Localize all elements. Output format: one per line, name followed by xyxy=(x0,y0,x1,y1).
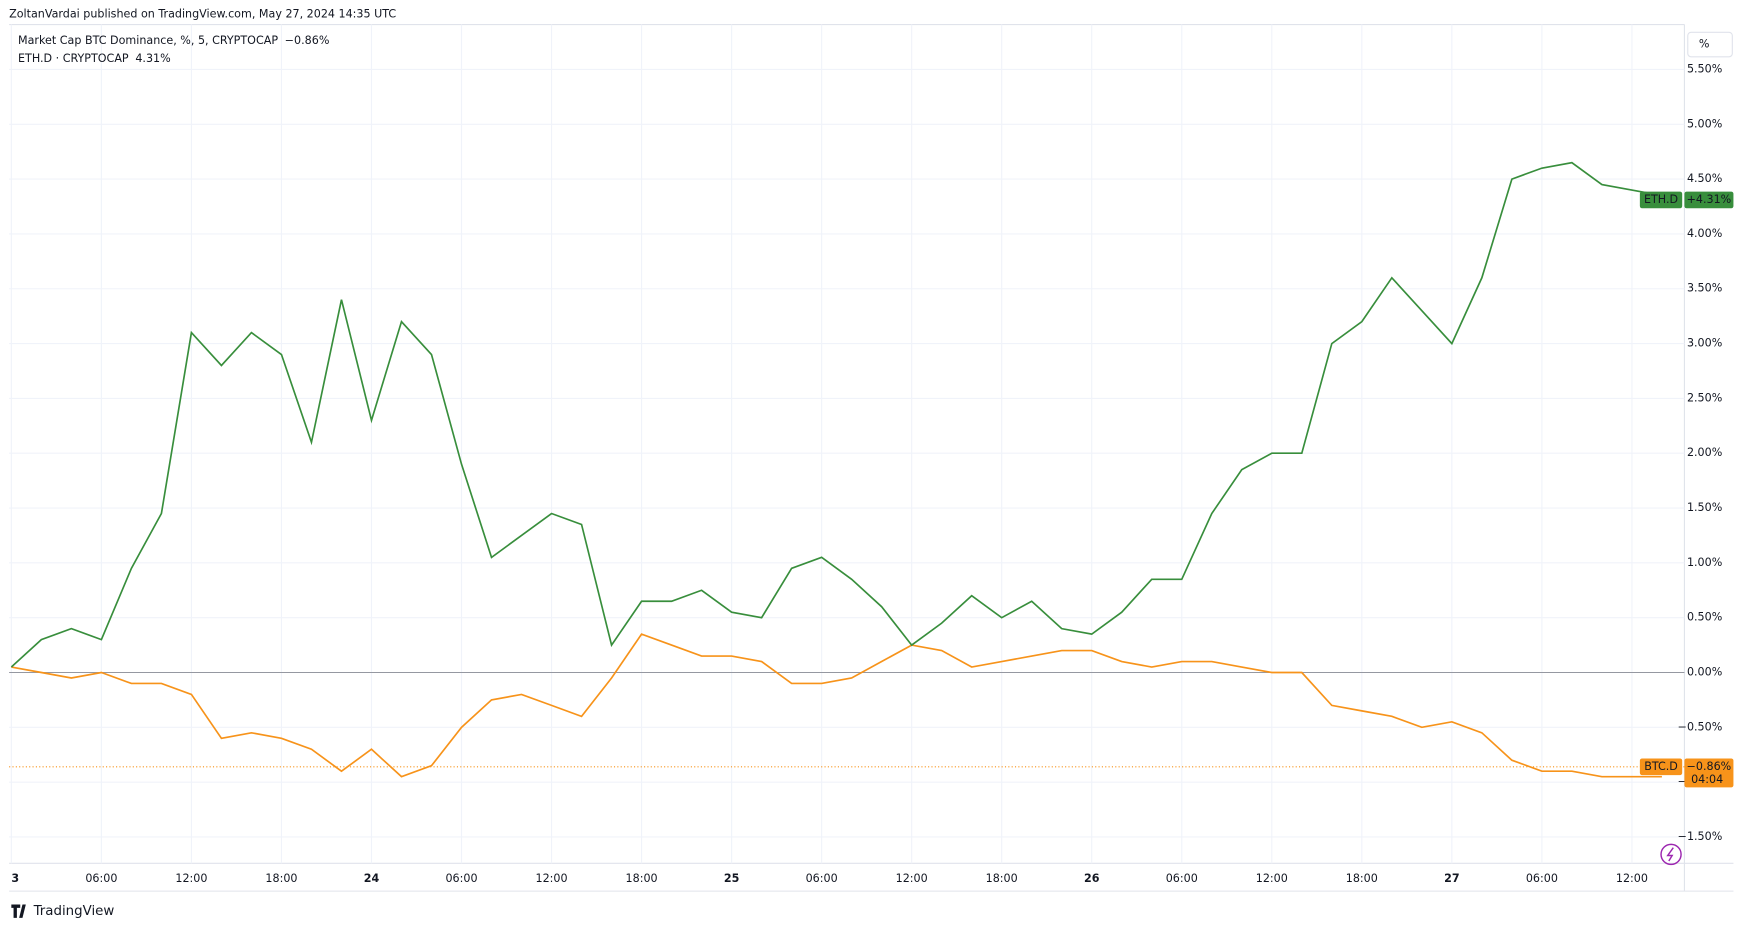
price-tag-name-text: ETH.D xyxy=(1644,193,1678,206)
x-tick-label: 18:00 xyxy=(1346,872,1378,885)
series-line xyxy=(10,161,1663,668)
series-line xyxy=(11,633,1662,778)
header: ZoltanVardai published on TradingView.co… xyxy=(9,7,396,20)
y-tick-label: 1.50% xyxy=(1687,501,1722,514)
price-tag-text: +4.31% xyxy=(1687,193,1732,206)
footer: TradingView xyxy=(33,904,115,919)
x-tick-label: 06:00 xyxy=(806,872,838,885)
legend-name: ETH.D · CRYPTOCAP xyxy=(18,52,129,65)
price-tag-name xyxy=(1639,191,1683,209)
x-tick-label: 24 xyxy=(364,872,380,885)
legend-value: 4.31% xyxy=(135,52,170,65)
legend-value: −0.86% xyxy=(285,34,330,47)
price-tag xyxy=(1684,191,1734,209)
y-tick-label: 3.50% xyxy=(1687,282,1722,295)
scale-button-label[interactable]: % xyxy=(1699,38,1710,51)
price-tag-text: −0.86% xyxy=(1687,760,1732,773)
price-tag xyxy=(1684,758,1734,788)
x-tick-label: 27 xyxy=(1444,872,1459,885)
price-tag-countdown: 04:04 xyxy=(1691,773,1723,786)
y-tick-label: 5.00% xyxy=(1687,117,1722,130)
price-tag-name-text: BTC.D xyxy=(1644,760,1678,773)
x-tick-label: 12:00 xyxy=(1256,872,1288,885)
x-tick-label: 12:00 xyxy=(536,872,568,885)
y-tick-label: 5.50% xyxy=(1687,62,1722,75)
y-tick-label: 4.00% xyxy=(1687,227,1722,240)
x-tick-label: 12:00 xyxy=(896,872,928,885)
y-tick-label: 3.00% xyxy=(1687,337,1722,350)
x-tick-label: 25 xyxy=(724,872,739,885)
y-tick-label: 0.50% xyxy=(1687,611,1722,624)
x-tick-label: 18:00 xyxy=(986,872,1018,885)
x-tick-label: 06:00 xyxy=(445,872,477,885)
y-tick-label: −0.50% xyxy=(1678,720,1723,733)
legend-name: Market Cap BTC Dominance, %, 5, CRYPTOCA… xyxy=(18,34,278,47)
x-tick-label: 12:00 xyxy=(175,872,207,885)
x-tick-label: 18:00 xyxy=(626,872,658,885)
x-tick-label: 06:00 xyxy=(85,872,117,885)
plot: 3 06:00 12:00 18:00 24 06:00 12:00 18:00 25 06:00… xyxy=(9,24,1734,885)
y-tick-label: 1.00% xyxy=(1687,556,1722,569)
x-tick-label: 06:00 xyxy=(1166,872,1198,885)
y-tick-label: 2.00% xyxy=(1687,446,1722,459)
x-tick-label: 18:00 xyxy=(265,872,297,885)
x-tick-label: 3 xyxy=(11,872,19,885)
event-icon[interactable] xyxy=(1660,843,1682,866)
event-icon-bolt xyxy=(1666,847,1674,862)
x-tick-label: 12:00 xyxy=(1616,872,1648,885)
y-tick-label: −1.50% xyxy=(1678,830,1723,843)
scale-button[interactable] xyxy=(1687,31,1733,58)
y-tick-label: 0.00% xyxy=(1687,665,1722,678)
y-tick-label: 2.50% xyxy=(1687,391,1722,404)
logo xyxy=(11,904,26,918)
price-tag-name xyxy=(1639,758,1683,776)
y-tick-label: 4.50% xyxy=(1687,172,1722,185)
x-tick-label: 26 xyxy=(1084,872,1100,885)
x-tick-label: 06:00 xyxy=(1526,872,1558,885)
